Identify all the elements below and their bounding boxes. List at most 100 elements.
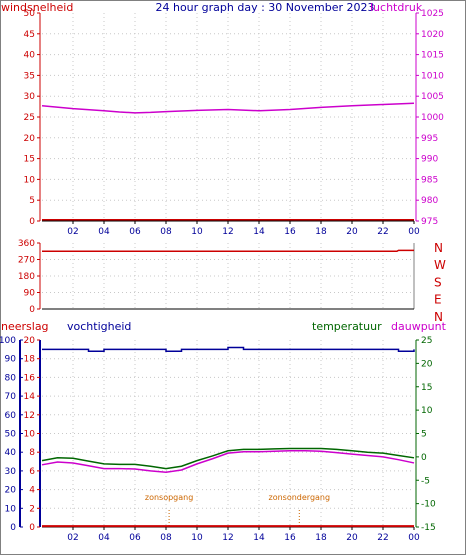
bot-rain-ytick-label: 4 [29,486,35,496]
bot-xtick-label: 16 [284,533,296,543]
top-left-ytick-label: 50 [24,9,36,19]
top-right-ytick-label: 985 [421,175,438,185]
bot-rain-ytick-label: 0 [29,523,35,533]
bot-rain-ytick-label: 10 [24,430,36,440]
bot-rain-ytick-label: 12 [24,411,35,421]
bot-humidity-tick-label: 0 [10,523,16,533]
top-xtick-label: 20 [346,227,358,237]
bot-xtick-label: 10 [191,533,203,543]
bottom-humidity-axis-label: vochtigheid [67,320,131,333]
bot-temp-ytick-label: 25 [421,336,432,346]
top-xtick-label: 16 [284,227,296,237]
bot-humidity-tick-label: 100 [0,336,16,346]
top-right-ytick-label: 980 [421,196,438,206]
top-xtick-label: 10 [191,227,203,237]
top-xtick-label: 00 [408,227,420,237]
bot-humidity-tick-label: 40 [5,448,17,458]
bot-rain-ytick-label: 16 [24,373,36,383]
bot-rain-ytick-label: 20 [24,336,36,346]
bot-humidity-tick-label: 90 [5,355,17,365]
bot-xtick-label: 06 [129,533,141,543]
top-left-ytick-label: 10 [24,175,36,185]
top-right-ytick-label: 995 [421,134,438,144]
bot-xtick-label: 04 [98,533,110,543]
top-right-ytick-label: 990 [421,155,438,165]
top-xtick-label: 12 [222,227,233,237]
bottom-left-axis-label: neerslag [1,320,49,333]
bot-temp-ytick-label: 10 [421,406,433,416]
mid-left-ytick-label: 90 [24,289,36,299]
top-left-ytick-label: 0 [29,217,35,227]
bot-xtick-label: 12 [222,533,233,543]
bot-humidity-tick-label: 50 [5,430,17,440]
bot-xtick-label: 20 [346,533,358,543]
top-right-ytick-label: 975 [421,217,438,227]
top-left-ytick-label: 25 [24,113,35,123]
wind-direction-series-line [42,249,414,252]
bot-humidity-tick-label: 30 [5,467,17,477]
sunrise-label: zonsopgang [145,493,193,502]
bottom-chart: 010203040506070809010002468101214161820-… [0,336,436,543]
bot-temp-ytick-label: 15 [421,383,432,393]
bot-temp-ytick-label: -10 [421,500,436,510]
mid-left-ytick-label: 180 [18,272,35,282]
bot-humidity-tick-label: 20 [5,486,17,496]
top-right-ytick-label: 1010 [421,71,444,81]
bot-humidity-tick-label: 10 [5,504,17,514]
bot-xtick-label: 02 [67,533,78,543]
bot-xtick-label: 14 [253,533,265,543]
top-left-ytick-label: 15 [24,155,35,165]
top-left-ytick-label: 40 [24,51,36,61]
bot-temp-ytick-label: -15 [421,523,436,533]
bottom-dewpoint-label: dauwpunt [391,320,447,333]
mid-compass-label: N [434,241,443,255]
dewpoint-series-line [41,450,415,474]
top-xtick-label: 18 [315,227,327,237]
bot-xtick-label: 08 [160,533,172,543]
pressure-series-line [41,102,415,114]
top-xtick-label: 14 [253,227,265,237]
bot-rain-ytick-label: 14 [24,392,36,402]
top-right-ytick-label: 1025 [421,9,444,19]
bot-rain-ytick-label: 18 [24,355,36,365]
top-xtick-label: 22 [377,227,388,237]
mid-left-ytick-label: 270 [18,256,35,266]
top-left-ytick-label: 30 [24,92,36,102]
mid-compass-label: W [434,258,446,272]
sunset-label: zonsondergang [269,493,331,502]
bot-temp-ytick-label: -5 [421,476,430,486]
top-left-ytick-label: 20 [24,134,36,144]
top-left-ytick-label: 45 [24,30,35,40]
top-right-ytick-label: 1020 [421,30,444,40]
mid-compass-label: S [434,275,442,289]
bot-humidity-tick-label: 80 [5,373,17,383]
bot-humidity-tick-label: 70 [5,392,17,402]
bottom-right-axis-label: temperatuur [312,320,382,333]
top-xtick-label: 04 [98,227,110,237]
bot-xtick-label: 18 [315,533,327,543]
bot-rain-ytick-label: 8 [29,448,35,458]
top-chart: 0510152025303540455097598098599099510001… [24,9,445,237]
mid-compass-label: E [434,293,442,307]
bot-temp-ytick-label: 5 [421,430,427,440]
bot-xtick-label: 00 [408,533,420,543]
top-right-ytick-label: 1005 [421,92,444,102]
top-right-ytick-label: 1000 [421,113,444,123]
bot-humidity-tick-label: 60 [5,411,17,421]
top-right-ytick-label: 1015 [421,51,444,61]
bot-temp-ytick-label: 0 [421,453,427,463]
top-xtick-label: 08 [160,227,172,237]
temperature-series-line [41,447,415,470]
humidity-series-line [42,346,415,352]
top-left-ytick-label: 35 [24,71,35,81]
top-right-axis-label: luchtdruk [370,1,423,14]
bot-plot-area [42,340,414,527]
mid-compass-label: N [434,310,443,324]
mid-left-ytick-label: 0 [29,305,35,315]
top-left-axis-label: windsnelheid [1,1,73,14]
top-left-ytick-label: 5 [29,196,35,206]
mid-left-ytick-label: 360 [18,239,35,249]
